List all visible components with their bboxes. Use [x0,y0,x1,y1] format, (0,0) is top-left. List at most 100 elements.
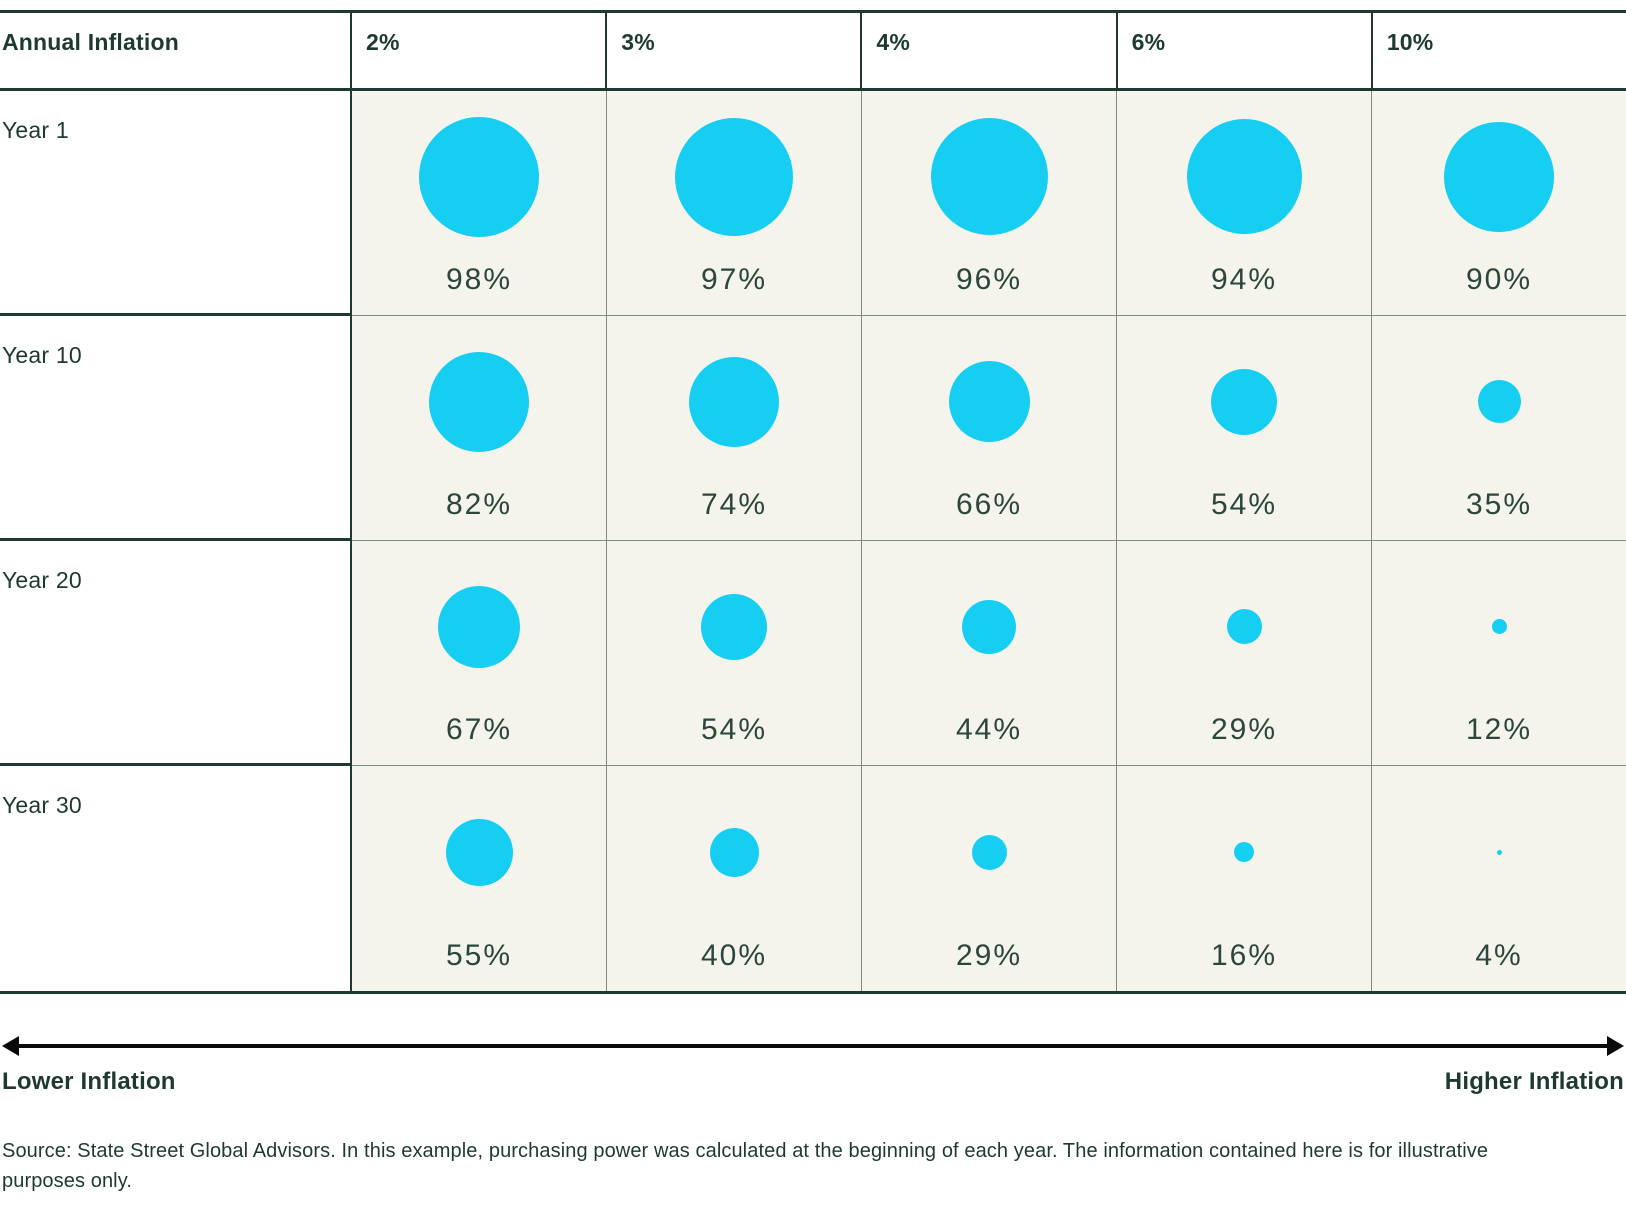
column-header-4pct: 4% [860,13,1115,88]
bubble-cell: 29% [861,766,1116,991]
bubble-value-label: 90% [1465,263,1533,296]
source-note: Source: State Street Global Advisors. In… [2,1140,1489,1192]
table-header-row: Annual Inflation 2% 3% 4% 6% 10% [0,13,1626,91]
bubble-cell: 54% [1116,316,1371,541]
column-header-10pct: 10% [1370,13,1626,88]
bubble-cell: 29% [1116,541,1371,766]
column-header-3pct: 3% [605,13,860,88]
bubble-area [607,541,861,712]
row-label: Year 30 [0,766,352,991]
bubble-area [1372,316,1626,487]
column-header-2pct: 2% [366,29,400,55]
bubble-cell: 12% [1371,541,1626,766]
purchasing-power-bubble [1491,619,1507,634]
bubble-area [1372,91,1626,262]
bubble-area [1372,541,1626,712]
bubble-value-label: 40% [700,939,768,972]
bubble-cell: 96% [861,91,1116,316]
bubble-area [1117,766,1371,938]
bubble-area [1117,91,1371,262]
bubble-area [862,541,1116,712]
bubble-value-label: 54% [1210,488,1278,521]
bubble-value-label: 97% [700,263,768,296]
bubble-value-label: 12% [1465,713,1533,746]
arrowhead-left-icon [2,1036,19,1056]
bubble-value-label: 96% [955,263,1023,296]
purchasing-power-bubble [445,818,513,886]
bubble-value-label: 54% [700,713,768,746]
bubble-area [352,316,606,487]
bubble-cell: 98% [352,91,606,316]
bubble-cell: 74% [606,316,861,541]
bubble-cell: 54% [606,541,861,766]
bubble-value-label: 94% [1210,263,1278,296]
arrowhead-right-icon [1607,1036,1624,1056]
bubble-value-label: 98% [445,263,513,296]
axis-labels: Lower Inflation Higher Inflation [2,1068,1624,1096]
bubble-area [607,91,861,262]
bubble-area [352,91,606,262]
bubble-value-label: 82% [445,488,513,521]
table-row-year-10: Year 10 82% 74% 66% 54% 35% [0,316,1626,541]
bubble-value-label: 74% [700,488,768,521]
purchasing-power-bubble [1211,368,1277,435]
bubble-cell: 97% [606,91,861,316]
purchasing-power-bubble-chart: Annual Inflation 2% 3% 4% 6% 10% Year 1 98% 97… [0,10,1626,1210]
purchasing-power-bubble [930,118,1048,235]
bubble-value-label: 29% [1210,713,1278,746]
purchasing-power-bubble [438,585,520,668]
bubble-cell: 67% [352,541,606,766]
purchasing-power-bubble [1234,842,1254,862]
bubble-cell: 94% [1116,91,1371,316]
bubble-cell: 4% [1371,766,1626,991]
corner-header-annual-inflation: Annual Inflation [0,13,352,88]
bubble-value-label: 35% [1465,488,1533,521]
lower-inflation-label: Lower Inflation [2,1068,176,1095]
bubble-area [607,316,861,487]
bubble-area [862,91,1116,262]
bubble-area [1117,316,1371,487]
arrow-shaft [19,1044,1607,1048]
purchasing-power-bubble [1477,380,1521,423]
bubble-cell: 82% [352,316,606,541]
bubble-area [1117,541,1371,712]
bubble-cell: 16% [1116,766,1371,991]
purchasing-power-bubble [429,351,529,452]
bubble-value-label: 55% [445,939,513,972]
inflation-table: Annual Inflation 2% 3% 4% 6% 10% Year 1 98% 97… [0,10,1626,994]
bubble-area [862,766,1116,938]
purchasing-power-bubble [419,116,539,237]
bubble-area [607,766,861,938]
bubble-value-label: 67% [445,713,513,746]
table-row-year-20: Year 20 67% 54% 44% 29% 12% [0,541,1626,766]
bubble-area [352,541,606,712]
purchasing-power-bubble [709,827,759,877]
purchasing-power-bubble [948,361,1030,442]
bubble-area [352,766,606,938]
bubble-value-label: 44% [955,713,1023,746]
purchasing-power-bubble [1186,119,1302,234]
bubble-cell: 55% [352,766,606,991]
row-label: Year 1 [0,91,352,316]
bubble-cell: 40% [606,766,861,991]
bubble-value-label: 66% [955,488,1023,521]
bubble-value-label: 4% [1475,939,1523,972]
purchasing-power-bubble [962,599,1016,654]
bubble-cell: 44% [861,541,1116,766]
purchasing-power-bubble [1444,121,1554,232]
column-header-6pct: 6% [1115,13,1371,88]
bubble-cell: 35% [1371,316,1626,541]
purchasing-power-bubble [1226,609,1262,644]
purchasing-power-bubble [689,356,779,447]
bubble-value-label: 29% [955,939,1023,972]
bubble-area [1372,766,1626,938]
inflation-axis-arrow [2,1036,1624,1056]
row-label: Year 20 [0,541,352,766]
bubble-cell: 66% [861,316,1116,541]
purchasing-power-bubble [971,834,1007,870]
purchasing-power-bubble [1496,849,1502,855]
table-row-year-1: Year 1 98% 97% 96% 94% 90% [0,91,1626,316]
bubble-area [862,316,1116,487]
higher-inflation-label: Higher Inflation [1444,1068,1624,1095]
inflation-axis: Lower Inflation Higher Inflation [0,1036,1626,1096]
